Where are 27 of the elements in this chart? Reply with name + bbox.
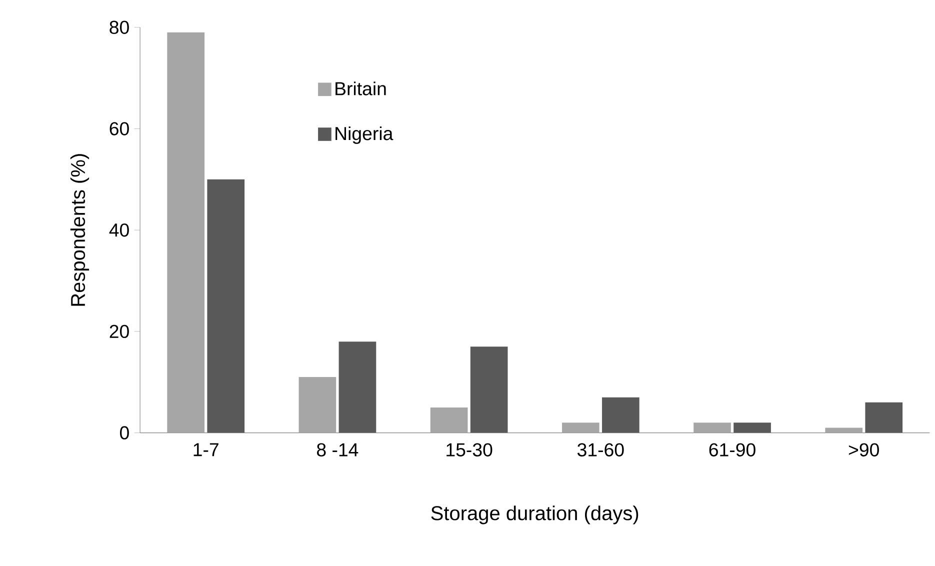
bar bbox=[207, 179, 245, 433]
legend-label: Nigeria bbox=[336, 126, 394, 144]
bar bbox=[167, 32, 205, 433]
y-tick-label: 60 bbox=[110, 122, 129, 136]
x-axis-title: Storage duration (days) bbox=[431, 506, 638, 524]
x-tick-label: 15-30 bbox=[446, 443, 492, 456]
bar bbox=[430, 407, 468, 433]
y-axis-title: Respondents (%) bbox=[70, 154, 90, 306]
y-tick-label: 80 bbox=[110, 20, 129, 34]
bar bbox=[298, 376, 336, 433]
bar bbox=[694, 422, 731, 433]
bar bbox=[602, 397, 640, 433]
bar bbox=[825, 428, 863, 433]
bar bbox=[562, 422, 600, 433]
y-tick-label: 0 bbox=[120, 426, 129, 440]
bar bbox=[470, 346, 508, 433]
legend-label: Britain bbox=[336, 82, 386, 96]
bar bbox=[734, 422, 771, 433]
x-tick-label: 61-90 bbox=[709, 443, 756, 456]
bar bbox=[338, 341, 376, 433]
bar bbox=[865, 402, 903, 433]
x-tick-label: 8 -14 bbox=[316, 443, 358, 456]
y-tick-label: 20 bbox=[110, 324, 129, 338]
y-tick-label: 40 bbox=[109, 223, 129, 237]
x-tick-label: 1-7 bbox=[194, 443, 218, 456]
x-tick-label: >90 bbox=[848, 443, 879, 456]
x-tick-label: 31-60 bbox=[577, 443, 624, 456]
